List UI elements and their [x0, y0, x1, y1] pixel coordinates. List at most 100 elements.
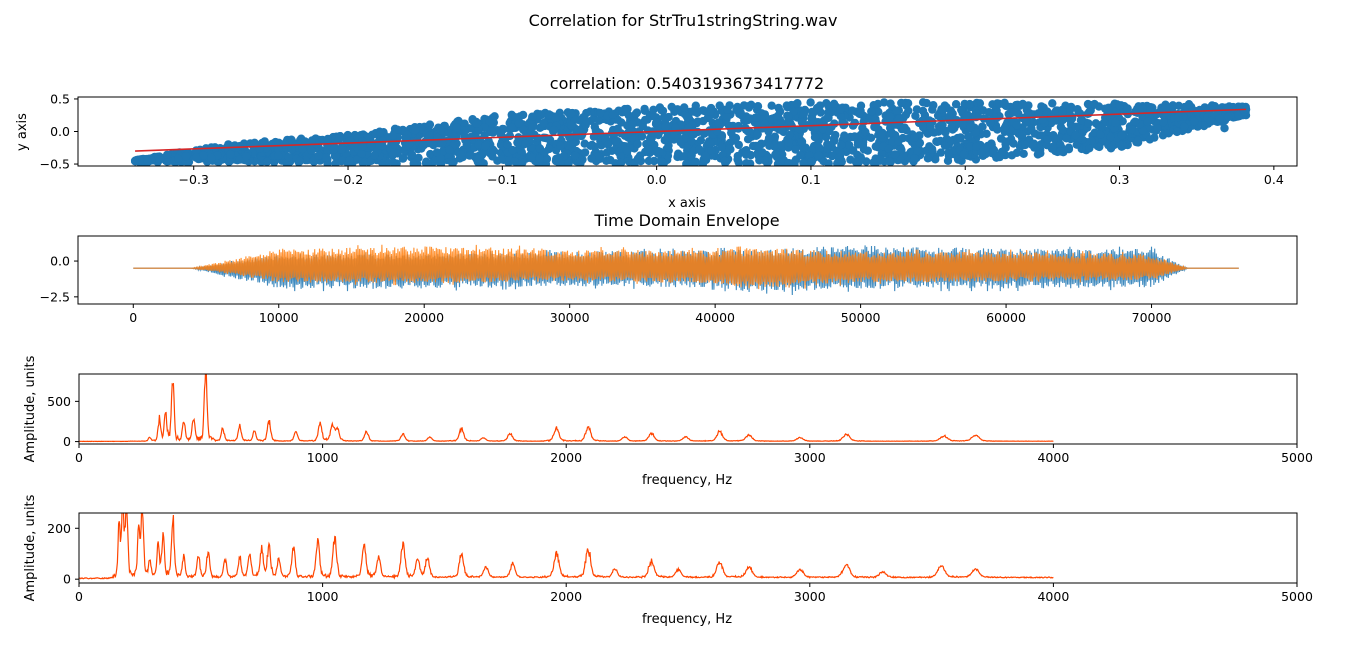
- spectrum-2-plot-area: 0 1000 2000 3000 4000 5000 0 200: [47, 512, 1313, 604]
- scatter-point: [680, 103, 689, 112]
- scatter-point: [695, 145, 704, 154]
- scatter-x-tick-label: −0.3: [179, 172, 209, 187]
- scatter-point: [1021, 140, 1030, 150]
- scatter-point: [877, 130, 886, 139]
- scatter-point: [1065, 106, 1075, 115]
- scatter-point: [1199, 121, 1209, 131]
- scatter-point: [388, 150, 398, 159]
- scatter-point: [1159, 118, 1168, 127]
- scatter-point: [594, 152, 603, 161]
- scatter-point: [229, 142, 238, 151]
- scatter-point: [885, 157, 894, 166]
- scatter-point: [130, 156, 140, 165]
- envelope-x-tick-label: 30000: [550, 310, 590, 325]
- scatter-point: [777, 126, 787, 135]
- scatter-point: [557, 129, 566, 138]
- spectrum-1-x-tick-label: 0: [75, 450, 83, 465]
- scatter-point: [652, 118, 661, 127]
- scatter-point: [892, 106, 902, 116]
- scatter-point: [733, 155, 742, 164]
- scatter-point: [643, 115, 652, 124]
- scatter-point: [793, 99, 802, 108]
- scatter-point: [646, 137, 656, 146]
- scatter-point: [897, 145, 906, 155]
- scatter-point: [754, 142, 764, 151]
- scatter-point: [840, 133, 849, 143]
- scatter-point: [812, 103, 822, 113]
- scatter-point: [496, 129, 506, 138]
- spectrum-2-x-axis-label: frequency, Hz: [642, 612, 732, 627]
- scatter-point: [603, 140, 613, 149]
- scatter-point: [913, 147, 922, 156]
- scatter-point: [984, 108, 994, 117]
- scatter-point: [940, 141, 950, 150]
- scatter-y-axis-label: y axis: [15, 113, 30, 151]
- scatter-point: [481, 141, 490, 151]
- scatter-point: [814, 151, 823, 160]
- spectrum-2-axes-frame: [78, 512, 1298, 584]
- scatter-point: [936, 148, 946, 157]
- scatter-point: [631, 109, 641, 118]
- scatter-point: [1036, 140, 1046, 149]
- scatter-point: [393, 125, 402, 134]
- scatter-point: [919, 123, 928, 132]
- scatter-title: correlation: 0.5403193673417772: [550, 74, 824, 93]
- scatter-point: [791, 145, 800, 154]
- scatter-point: [794, 125, 803, 134]
- scatter-point: [1085, 144, 1094, 153]
- scatter-point: [972, 142, 981, 151]
- scatter-point: [753, 102, 763, 111]
- spectrum-2-y-axis-label: Amplitude, units: [23, 494, 38, 601]
- scatter-point: [944, 148, 953, 157]
- scatter-point: [1007, 151, 1017, 160]
- scatter-point: [930, 128, 939, 137]
- scatter-x-tick-label: −0.2: [333, 172, 363, 187]
- scatter-point: [861, 127, 870, 137]
- scatter-point: [489, 146, 499, 156]
- scatter-point: [885, 112, 895, 122]
- scatter-point: [1153, 124, 1162, 133]
- scatter-point: [352, 155, 362, 164]
- scatter-point: [338, 156, 348, 165]
- scatter-point: [295, 157, 304, 166]
- scatter-point: [628, 120, 637, 129]
- scatter-point: [487, 127, 496, 136]
- scatter-point: [1058, 115, 1068, 125]
- scatter-point: [1130, 117, 1140, 126]
- envelope-series-1: [133, 244, 1239, 290]
- scatter-point: [1033, 150, 1043, 159]
- scatter-point: [1143, 117, 1152, 127]
- scatter-point: [1012, 121, 1021, 130]
- scatter-point: [474, 154, 483, 163]
- scatter-point: [978, 122, 987, 131]
- scatter-point: [587, 154, 596, 163]
- scatter-point: [1018, 130, 1027, 139]
- scatter-point: [574, 125, 584, 135]
- scatter-point: [1241, 105, 1251, 114]
- scatter-point: [1179, 122, 1189, 131]
- spectrum-1-x-tick-label: 1000: [307, 450, 339, 465]
- scatter-point: [1224, 104, 1233, 113]
- scatter-point: [331, 152, 340, 161]
- scatter-point: [1000, 123, 1010, 132]
- scatter-point: [633, 139, 642, 149]
- figure-title: Correlation for StrTru1stringString.wav: [529, 11, 838, 30]
- scatter-point: [1096, 123, 1106, 132]
- scatter-point: [922, 98, 931, 108]
- scatter-point: [544, 134, 553, 143]
- scatter-point: [901, 110, 911, 120]
- spectrum-1-y-tick-label: 500: [47, 394, 71, 409]
- scatter-point: [855, 109, 864, 118]
- scatter-point: [1215, 114, 1225, 123]
- scatter-point: [1048, 99, 1057, 108]
- scatter-point: [829, 99, 839, 109]
- scatter-point: [871, 142, 880, 151]
- scatter-point: [700, 129, 709, 138]
- scatter-point: [724, 121, 734, 130]
- scatter-point: [640, 106, 650, 116]
- scatter-point: [752, 113, 761, 122]
- scatter-point: [314, 151, 323, 160]
- scatter-point: [596, 108, 605, 118]
- scatter-point: [1224, 112, 1233, 122]
